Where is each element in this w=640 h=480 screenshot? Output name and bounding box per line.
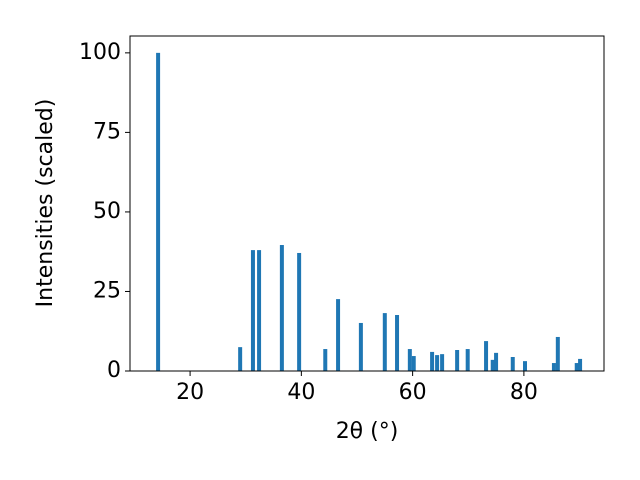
y-tick-label: 75 — [93, 119, 121, 144]
bar — [494, 352, 499, 371]
y-tick-label: 0 — [107, 358, 121, 383]
bar — [510, 357, 515, 371]
bar — [395, 315, 400, 371]
bar — [430, 351, 435, 371]
bar — [323, 349, 328, 371]
bar — [555, 336, 560, 371]
bar — [484, 341, 489, 371]
x-tick-label: 40 — [287, 380, 315, 405]
bar — [336, 299, 341, 371]
bar — [411, 356, 416, 371]
x-tick-label: 60 — [399, 380, 427, 405]
bar — [574, 363, 579, 371]
x-axis-label: 2θ (°) — [336, 419, 399, 444]
y-tick-label: 25 — [93, 278, 121, 303]
y-tick-label: 100 — [79, 40, 121, 65]
bar — [551, 363, 556, 371]
bar — [358, 322, 363, 371]
bar — [238, 347, 243, 371]
x-tick-label: 80 — [510, 380, 538, 405]
bar — [279, 245, 284, 371]
bar — [297, 252, 302, 371]
bar — [407, 349, 412, 371]
bar — [250, 250, 255, 371]
bar — [523, 361, 527, 371]
plot-frame — [129, 35, 605, 372]
bar — [465, 349, 470, 371]
bar — [490, 359, 495, 371]
bar — [435, 355, 440, 371]
y-tick-label: 50 — [93, 199, 121, 224]
bar — [156, 52, 161, 371]
bar — [578, 358, 583, 371]
x-tick-label: 20 — [176, 380, 204, 405]
bar — [440, 354, 445, 371]
bar — [257, 250, 262, 371]
y-axis-label: Intensities (scaled) — [33, 99, 58, 308]
bar — [382, 313, 387, 371]
bar — [455, 350, 460, 371]
